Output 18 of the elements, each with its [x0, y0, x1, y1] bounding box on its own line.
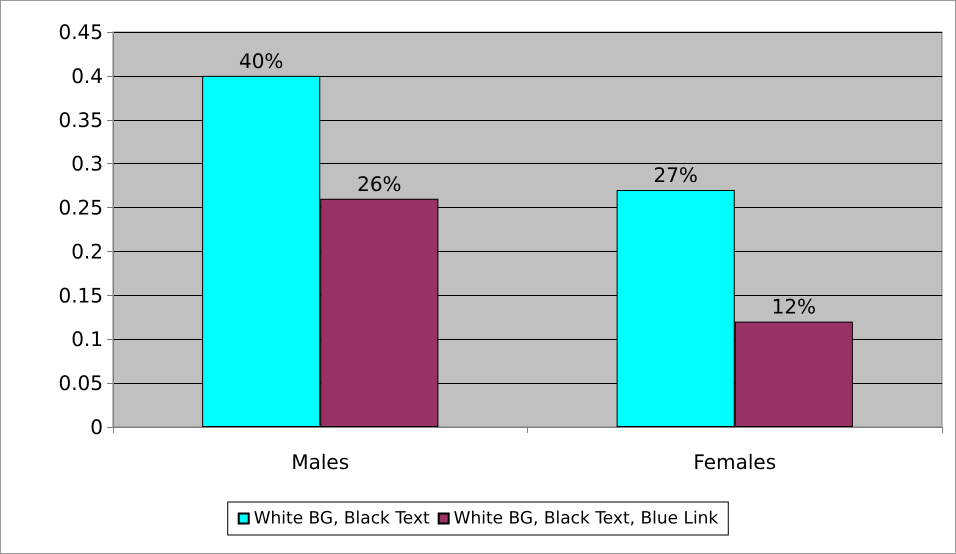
legend-label: White BG, Black Text	[254, 508, 430, 528]
y-tick-label: 0.25	[58, 196, 103, 220]
y-tick-label: 0.4	[71, 64, 103, 88]
y-tick-label: 0.15	[58, 283, 103, 308]
data-label: 12%	[772, 294, 816, 319]
x-tick-label: Males	[291, 450, 350, 474]
y-tick-label: 0.45	[58, 20, 103, 44]
y-tick-label: 0.05	[58, 371, 103, 396]
legend-label: White BG, Black Text, Blue Link	[454, 508, 718, 528]
data-label: 40%	[238, 48, 284, 73]
y-tick-label: 0.1	[71, 327, 103, 352]
y-tick-label: 0.3	[71, 152, 103, 176]
data-label: 26%	[357, 172, 402, 196]
y-tick-label: 0.2	[71, 239, 103, 264]
y-tick-label: 0	[90, 415, 103, 439]
x-tick-label: Females	[693, 450, 776, 474]
y-tick-label: 0.35	[58, 108, 103, 132]
data-label: 27%	[653, 163, 698, 187]
